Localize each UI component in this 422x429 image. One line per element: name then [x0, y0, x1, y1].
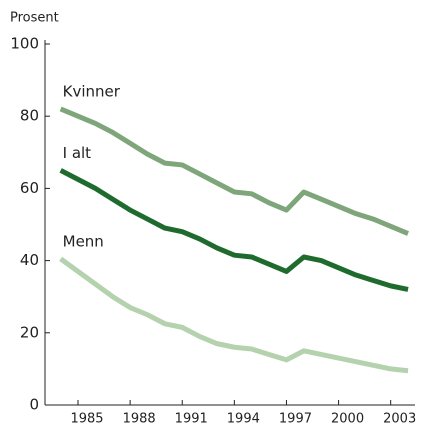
series-label: I alt	[63, 144, 92, 162]
x-tick-label: 1985	[70, 412, 103, 427]
y-tick-label: 100	[10, 35, 39, 53]
series-line	[59, 168, 409, 292]
series-label: Kvinner	[63, 82, 121, 100]
x-tick-label: 1997	[279, 412, 312, 427]
x-tick-label: 2000	[331, 412, 364, 427]
x-tick-label: 1988	[123, 412, 156, 427]
y-tick-label: 60	[20, 179, 39, 197]
y-tick-label: 80	[20, 107, 39, 125]
y-axis-label: Prosent	[10, 11, 59, 26]
y-tick-label: 20	[20, 323, 39, 341]
x-tick-label: 1994	[227, 412, 260, 427]
y-tick-label: 40	[20, 251, 39, 269]
series-line	[59, 106, 410, 236]
series-label: Menn	[63, 232, 104, 250]
series-line	[59, 256, 409, 374]
x-tick-label: 2003	[383, 412, 416, 427]
x-tick-label: 1991	[175, 412, 208, 427]
y-tick-label: 0	[29, 396, 39, 414]
